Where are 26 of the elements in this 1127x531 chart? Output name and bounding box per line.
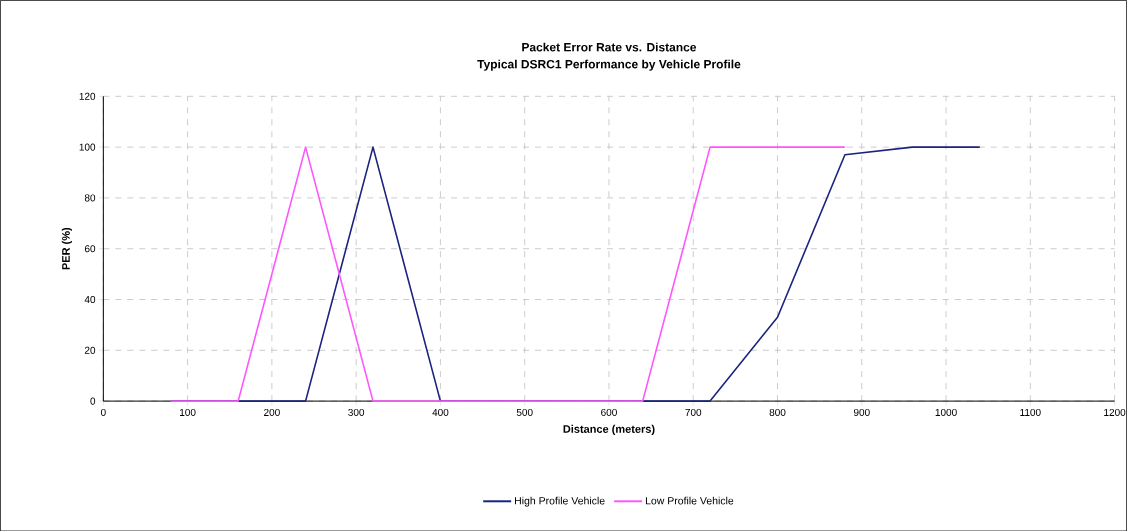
y-tick-label: 100 [79, 143, 96, 151]
legend-label: Low Profile Vehicle [645, 496, 734, 505]
x-axis-title: Distance (meters) [563, 424, 655, 435]
x-tick-label: 1100 [1020, 408, 1041, 416]
x-tick-label: 900 [853, 408, 870, 416]
y-tick-label: 40 [84, 295, 96, 303]
y-tick-label: 120 [79, 92, 96, 100]
chart-subtitle: Typical DSRC1 Performance by Vehicle Profile [477, 59, 741, 71]
legend-label: High Profile Vehicle [515, 496, 605, 507]
x-tick-label: 600 [601, 408, 617, 416]
x-tick-label: 200 [264, 408, 280, 416]
y-tick-label: 60 [84, 244, 96, 253]
x-tick-label: 700 [685, 408, 702, 416]
x-tick-label: 800 [769, 408, 786, 416]
x-tick-label: 400 [432, 408, 449, 416]
x-tick-label: 300 [348, 408, 365, 416]
y-axis-title: PER (%) [61, 227, 72, 270]
x-tick-label: 100 [180, 408, 196, 416]
chart-title: Packet Error Rate vs. Distance [522, 42, 697, 52]
x-tick-label: 500 [516, 408, 533, 416]
x-tick-label: 1000 [935, 408, 957, 416]
y-tick-label: 0 [90, 397, 96, 405]
x-tick-label: 1200 [1104, 408, 1126, 416]
x-tick-label: 0 [100, 408, 106, 416]
y-tick-label: 80 [84, 194, 96, 202]
y-tick-label: 20 [84, 346, 96, 354]
